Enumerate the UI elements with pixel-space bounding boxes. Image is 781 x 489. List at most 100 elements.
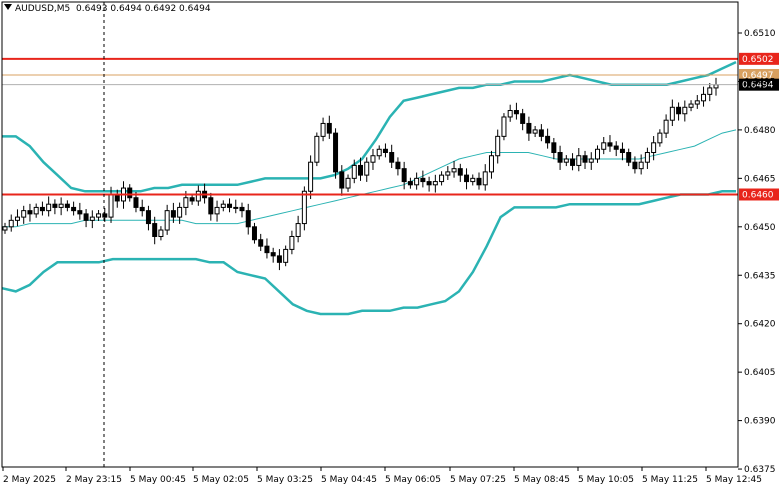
candle-body <box>102 213 108 218</box>
collapse-triangle-icon[interactable] <box>4 4 12 10</box>
candle-body <box>669 106 675 121</box>
candle-body <box>682 106 688 115</box>
candle-body <box>295 223 301 237</box>
x-tick-label: 5 May 12:45 <box>706 475 762 485</box>
candle <box>488 150 494 179</box>
level-tag <box>739 188 779 201</box>
level-tag <box>739 52 779 65</box>
candle <box>470 174 476 186</box>
candle-body <box>127 187 133 199</box>
candle-body <box>707 87 713 95</box>
candle-body <box>582 155 588 163</box>
candle <box>638 154 644 175</box>
candle <box>426 176 432 192</box>
candle <box>258 233 264 252</box>
level-label: 0.6502 <box>742 55 774 65</box>
candle-body <box>445 171 451 176</box>
candle <box>177 202 183 224</box>
x-tick-label: 5 May 08:45 <box>514 475 570 485</box>
candle <box>251 222 257 244</box>
candle <box>14 209 20 227</box>
x-tick-label: 2 May 23:15 <box>66 475 122 485</box>
candle-body <box>258 239 264 247</box>
candle <box>233 199 239 214</box>
candle-body <box>96 213 102 218</box>
candle-body <box>701 93 707 102</box>
candle-body <box>339 171 345 189</box>
candle <box>513 102 519 120</box>
candle-body <box>27 210 33 215</box>
candle-body <box>108 194 114 218</box>
candle-body <box>345 177 351 189</box>
candle <box>389 144 395 169</box>
candle-body <box>83 213 89 221</box>
symbol-label: AUDUSD,M5 <box>15 4 71 14</box>
candle-body <box>632 161 638 170</box>
candle-body <box>626 152 632 163</box>
candle-body <box>71 206 77 212</box>
candle-body <box>657 132 663 144</box>
candle <box>626 148 632 167</box>
candle <box>39 201 45 216</box>
level-label: 0.6494 <box>742 81 774 91</box>
candle-body <box>513 110 519 115</box>
x-tick-label: 5 May 02:05 <box>193 475 249 485</box>
candle <box>439 171 445 186</box>
candle <box>245 203 251 235</box>
candle-body <box>464 174 470 183</box>
candle <box>570 153 576 171</box>
candle-body <box>407 181 413 186</box>
candle-body <box>570 158 576 166</box>
candle <box>158 226 164 241</box>
candle-body <box>601 142 607 150</box>
candle-body <box>557 152 563 163</box>
bollinger-lower-band <box>1 190 736 316</box>
candle-body <box>46 203 52 212</box>
candle <box>657 129 663 147</box>
candle-body <box>276 255 282 263</box>
candle-body <box>351 164 357 179</box>
candle <box>688 100 694 112</box>
y-tick-label: 0.6510 <box>744 29 776 39</box>
candle <box>432 174 438 193</box>
candle <box>339 165 345 196</box>
candle-body <box>58 203 64 208</box>
candle <box>582 150 588 169</box>
candle-body <box>414 177 420 186</box>
candle <box>482 164 488 191</box>
candle <box>276 249 282 271</box>
candle <box>283 245 289 267</box>
candle <box>164 204 170 235</box>
candle <box>33 203 39 218</box>
candle <box>139 199 145 217</box>
candle <box>420 170 426 188</box>
candle <box>127 184 133 202</box>
candle <box>239 202 245 218</box>
bollinger-middle-band <box>2 129 737 228</box>
candle <box>701 86 707 107</box>
y-tick-label: 0.6495 <box>744 77 776 87</box>
candle <box>401 161 407 190</box>
candle-body <box>451 168 457 173</box>
candle <box>414 172 420 190</box>
candle-body <box>245 210 251 228</box>
candle <box>451 160 457 178</box>
candle <box>195 185 201 206</box>
candle-body <box>239 206 245 212</box>
candle <box>520 108 526 131</box>
candle-body <box>482 171 488 186</box>
candle <box>64 200 70 212</box>
candle-body <box>432 181 438 186</box>
candle <box>563 155 569 167</box>
candle-body <box>457 168 463 176</box>
candle-body <box>551 142 557 154</box>
candle-body <box>370 155 376 163</box>
candle-body <box>251 226 257 241</box>
candle-body <box>195 190 201 202</box>
candle-body <box>320 122 326 137</box>
candle-body <box>520 113 526 124</box>
candle <box>694 95 700 109</box>
candle <box>545 128 551 149</box>
